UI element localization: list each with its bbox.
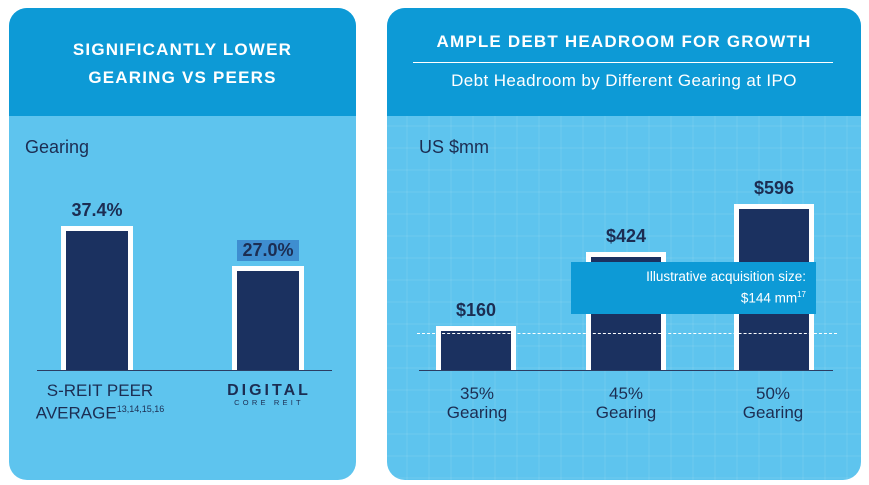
category-45-line1: 45%	[608, 384, 644, 403]
callout-superscript: 17	[797, 290, 806, 299]
left-title-line2: GEARING VS PEERS	[88, 68, 277, 87]
digital-core-reit-logo: DIGITAL CORE REIT	[209, 382, 329, 407]
left-axis-label: Gearing	[25, 137, 90, 157]
callout-line2: $144 mm	[740, 290, 798, 306]
title-divider	[413, 62, 833, 63]
category-label-peer-average: S-REIT PEER AVERAGE13,14,15,16	[25, 381, 175, 423]
left-panel-header	[9, 8, 356, 116]
left-title-line1: SIGNIFICANTLY LOWER	[72, 40, 293, 59]
bar-peer-average	[61, 226, 133, 370]
category-peer-line2: AVERAGE	[35, 403, 117, 423]
gearing-comparison-panel: SIGNIFICANTLY LOWER GEARING VS PEERS Gea…	[9, 8, 356, 480]
right-baseline	[419, 370, 833, 371]
left-baseline	[37, 370, 332, 371]
category-peer-superscript: 13,14,15,16	[116, 404, 165, 414]
bar-value-label-50: $596	[753, 178, 795, 198]
category-35-line2: Gearing	[446, 403, 508, 422]
category-peer-line1: S-REIT PEER	[46, 381, 154, 400]
acquisition-size-reference-line	[417, 333, 837, 334]
right-panel-title: AMPLE DEBT HEADROOM FOR GROWTH	[436, 32, 812, 51]
category-45-line2: Gearing	[595, 403, 657, 422]
bar-value-label-peer: 37.4%	[71, 200, 123, 220]
logo-main-text: DIGITAL	[227, 382, 311, 399]
bar-value-label-35: $160	[455, 300, 497, 320]
debt-headroom-panel: AMPLE DEBT HEADROOM FOR GROWTH Debt Head…	[387, 8, 861, 480]
logo-sub-text: CORE REIT	[234, 398, 304, 407]
bar-value-label-45: $424	[605, 226, 647, 246]
category-label-45: 45% Gearing	[566, 384, 686, 422]
category-label-50: 50% Gearing	[713, 384, 833, 422]
category-50-line2: Gearing	[742, 403, 804, 422]
callout-line1: Illustrative acquisition size:	[646, 269, 806, 284]
left-panel-title: SIGNIFICANTLY LOWER GEARING VS PEERS	[9, 36, 356, 92]
bar-digital-core	[232, 266, 304, 370]
category-35-line1: 35%	[459, 384, 495, 403]
category-50-line1: 50%	[755, 384, 791, 403]
bar-value-label-digital-core: 27.0%	[237, 240, 299, 261]
right-axis-label: US $mm	[419, 137, 490, 157]
category-label-35: 35% Gearing	[417, 384, 537, 422]
right-panel-subtitle: Debt Headroom by Different Gearing at IP…	[451, 71, 797, 90]
acquisition-callout: Illustrative acquisition size: $144 mm17	[571, 262, 816, 314]
